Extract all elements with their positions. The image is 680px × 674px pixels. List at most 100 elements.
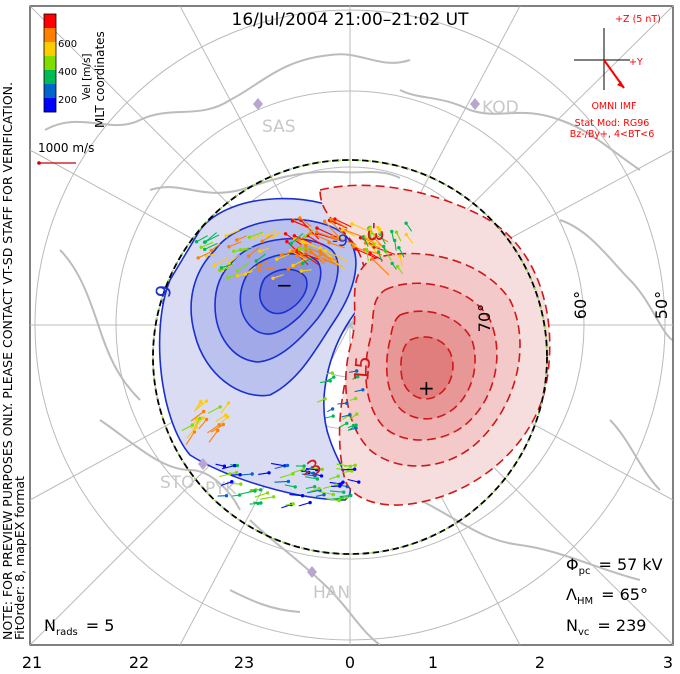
colorbar-tick-200: 200 — [58, 95, 77, 106]
velocity-vector — [236, 235, 247, 241]
velocity-vector — [322, 484, 337, 490]
velocity-vector — [305, 253, 319, 260]
velocity-vector — [341, 468, 355, 471]
velocity-vector-origin — [202, 409, 206, 414]
velocity-vector-origin — [338, 484, 342, 488]
velocity-vector-origin — [318, 252, 323, 257]
velocity-vector-origin — [216, 428, 220, 433]
velocity-vector-origin — [199, 245, 203, 249]
velocity-vector-origin — [297, 247, 302, 252]
velocity-vector-origin — [354, 423, 358, 427]
velocity-vector-origin — [238, 248, 243, 252]
velocity-vector — [279, 473, 294, 479]
velocity-vector-origin — [372, 236, 376, 240]
velocity-vector-origin — [303, 234, 307, 239]
velocity-vector — [294, 235, 312, 244]
velocity-vector-origin — [283, 232, 288, 236]
velocity-vector — [298, 502, 311, 507]
velocity-vector-origin — [364, 247, 369, 252]
velocity-vector-origin — [353, 463, 357, 467]
colorbar-swatch — [44, 42, 56, 57]
velocity-vector-origin — [349, 493, 353, 498]
velocity-vector-origin — [394, 230, 399, 234]
colorbar-tick-400: 400 — [58, 67, 77, 78]
velocity-vector-origin — [226, 276, 230, 280]
station-sas-marker — [253, 98, 263, 110]
velocity-vector — [394, 240, 397, 251]
velocity-vector — [288, 262, 304, 270]
velocity-vector-origin — [192, 430, 197, 434]
velocity-vector — [248, 246, 260, 257]
contour-label-pos-2: 15 — [349, 355, 375, 382]
velocity-vector-origin — [232, 463, 237, 468]
velocity-vector-origin — [224, 234, 228, 238]
velocity-vector — [296, 249, 319, 266]
velocity-vector-origin — [298, 216, 302, 220]
station-sto-marker — [198, 458, 208, 470]
velocity-vector-origin — [333, 217, 337, 221]
velocity-vector — [271, 462, 285, 467]
station-han-marker — [307, 566, 317, 578]
velocity-vector — [302, 473, 316, 477]
velocity-vector-origin — [203, 240, 207, 244]
velocity-vector-origin — [353, 467, 357, 471]
velocity-vector — [190, 411, 205, 422]
velocity-vector-origin — [397, 246, 401, 250]
velocity-vector-origin — [194, 240, 199, 244]
velocity-vector — [181, 424, 193, 432]
velocity-vector-origin — [250, 472, 254, 476]
velocity-vector-origin — [235, 274, 240, 278]
station-label-sas: SAS — [262, 117, 296, 137]
velocity-vector-origin — [330, 407, 335, 411]
imf-z-label: +Z (5 nT) — [615, 14, 661, 25]
velocity-vector — [344, 464, 356, 467]
fit-order-note: FitOrder: 8, mapEX format — [12, 476, 27, 640]
velocity-vector-origin — [368, 227, 372, 231]
velocity-vector-origin — [320, 467, 324, 471]
station-markers — [198, 98, 480, 578]
velocity-vector — [228, 254, 241, 264]
velocity-vector-origin — [299, 269, 303, 273]
velocity-vector — [307, 235, 323, 246]
velocity-vector — [294, 238, 307, 246]
station-kod-marker — [470, 98, 480, 110]
velocity-vector-origin — [219, 266, 224, 270]
velocity-vector-origin — [301, 239, 305, 243]
velocity-vector — [236, 261, 250, 272]
velocity-vector-origin — [345, 421, 349, 425]
velocity-vector-origin — [368, 251, 372, 255]
velocity-vector-origin — [218, 405, 222, 409]
velocity-vector — [299, 246, 314, 250]
colorbar-tick-600: 600 — [58, 39, 77, 50]
velocity-vector — [198, 419, 208, 430]
reference-vector: 1000 m/s — [37, 141, 94, 165]
velocity-vector-origin — [258, 249, 262, 253]
velocity-vector-origin — [290, 219, 295, 223]
velocity-vector-origin — [295, 254, 299, 258]
velocity-vector-origin — [230, 480, 234, 484]
imf-source: OMNI IMF — [591, 101, 636, 112]
velocity-vector-origin — [318, 249, 322, 253]
velocity-vector — [347, 478, 359, 483]
velocity-vector — [292, 220, 309, 228]
velocity-vector-origin — [257, 263, 262, 267]
velocity-vector-origin — [370, 257, 374, 261]
velocity-vector-origin — [308, 500, 312, 505]
velocity-vector — [301, 269, 312, 272]
velocity-vector — [255, 253, 267, 262]
velocity-vector — [290, 232, 304, 244]
mlt-label-3: 3 — [663, 653, 673, 672]
velocity-vector — [261, 234, 274, 242]
velocity-vector-origin — [313, 474, 317, 478]
velocity-vector — [330, 221, 346, 237]
velocity-vector-origin — [235, 463, 240, 468]
velocity-vector — [222, 465, 235, 470]
velocity-vector-origin — [235, 269, 239, 273]
velocity-vector — [274, 464, 288, 470]
velocity-vector-origin — [336, 474, 340, 478]
velocity-vector-origin — [340, 228, 345, 232]
hm-boundary-dots — [152, 159, 548, 555]
velocity-vector — [304, 229, 314, 238]
